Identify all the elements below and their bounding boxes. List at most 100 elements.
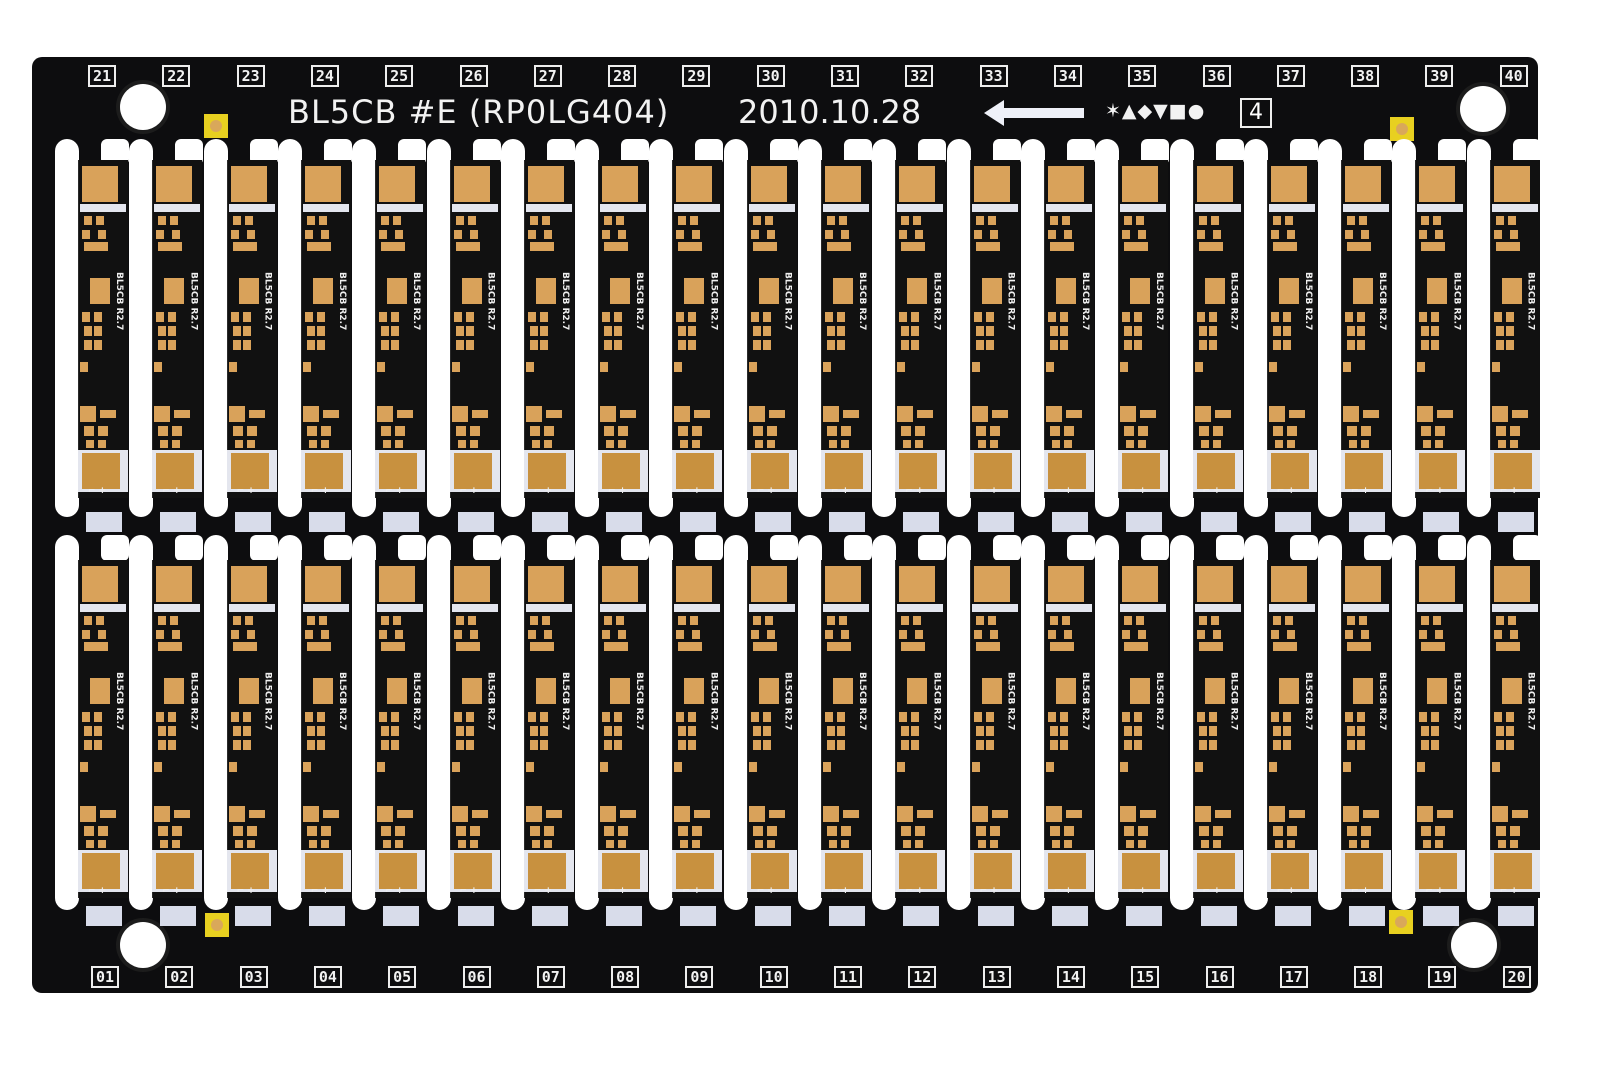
board-label: BL5CB R2.7 [931,672,942,731]
routing-slot [1318,535,1343,910]
copper-pad-small [232,642,241,651]
copper-pad-small [823,362,831,372]
copper-pad-small [1435,230,1444,239]
copper-pad-small [754,440,763,448]
copper-pad-small [766,230,775,239]
routing-notch [249,535,278,561]
copper-pad-small [612,642,621,651]
copper-pad-small [84,216,92,225]
copper-pad-top [304,566,341,602]
copper-pad-ic [1353,678,1374,704]
copper-pad-small [1065,810,1074,818]
copper-pad-small [999,810,1008,818]
copper-pad-ic [312,678,333,704]
board-number-label: 25 [385,65,414,87]
copper-pad-small [915,840,924,848]
copper-pad-small [539,340,548,350]
board-number-label: 30 [756,65,785,87]
copper-pad-small [1138,826,1149,836]
copper-pad-small [1286,440,1295,448]
board-number-label: 15 [1131,966,1160,988]
copper-pad-small [766,826,777,836]
copper-pad-small [1124,740,1133,750]
board-number-label: 38 [1351,65,1380,87]
copper-pad-small [1122,312,1131,322]
copper-pad-small [1343,806,1360,822]
copper-pad-small [1505,312,1514,322]
board-label: BL5CB R2.7 [1154,672,1165,731]
copper-battery-pad [1122,853,1161,889]
copper-pad-small [318,216,327,225]
copper-pad-small [457,840,466,848]
copper-pad-top [899,166,936,202]
copper-pad-small [975,726,984,736]
copper-battery-pad [453,853,492,889]
polarity-mark: ⌐ + [1202,486,1221,496]
copper-pad-small [322,410,331,418]
copper-pad-small [983,242,992,251]
copper-pad-small [1495,326,1504,336]
copper-pad-small [1417,362,1426,372]
copper-pad-ic [1055,678,1076,704]
copper-pad-small [160,440,169,448]
copper-pad-small [752,740,761,750]
copper-pad-top [1270,566,1307,602]
routing-slot [129,139,154,517]
copper-pad-small [232,740,241,750]
copper-pad-small [1363,242,1372,251]
copper-pad-small [381,426,392,436]
board-label: BL5CB R2.7 [1451,672,1462,731]
copper-pad-small [383,440,392,448]
copper-pad-small [1363,810,1372,818]
polarity-mark: ⌐ + [1425,886,1444,896]
copper-pad-small [901,642,910,651]
copper-pad-small [752,616,761,625]
copper-pad-small [899,230,908,239]
copper-pad-small [614,340,623,350]
copper-pad-small [316,726,325,736]
copper-pad-small [604,826,615,836]
copper-battery-pad [1196,853,1235,889]
copper-pad-top [1345,566,1382,602]
copper-pad-small [750,630,759,639]
routing-slot [1466,535,1491,910]
copper-pad-small [688,340,697,350]
copper-pad-small [1134,340,1143,350]
copper-pad-small [1194,762,1203,772]
copper-pad-small [1357,340,1366,350]
copper-pad-small [1361,840,1370,848]
copper-pad-small [1347,242,1356,251]
copper-pad-small [989,630,998,639]
copper-pad-small [674,362,683,372]
copper-pad-small [674,762,683,772]
board-label: BL5CB R2.7 [782,672,793,731]
copper-pad-small [837,740,845,750]
copper-battery-pad [527,853,566,889]
copper-pad-top [750,566,787,602]
copper-pad-small [1497,440,1506,448]
copper-pad-small [543,426,554,436]
copper-pad-small [1343,362,1352,372]
copper-battery-pad [1196,453,1235,489]
silkscreen-outline [1491,204,1538,212]
copper-pad-ic [1501,678,1522,704]
copper-pad-small [1061,216,1070,225]
copper-pad-small [377,806,394,822]
copper-pad-small [1208,712,1217,722]
breakaway-tab [977,512,1014,532]
copper-pad-small [92,642,100,651]
panel-title: BL5CB #E (RP0LG404) [288,93,670,131]
copper-pad-small [1511,242,1520,251]
breakaway-tab [1274,512,1311,532]
routing-slot [872,535,897,910]
copper-pad-small [539,312,548,322]
copper-battery-pad [1047,453,1086,489]
copper-pad-small [469,440,478,448]
board-label: BL5CB R2.7 [1302,672,1313,731]
copper-pad-small [158,242,167,251]
copper-pad-small [678,616,687,625]
copper-pad-small [897,762,906,772]
copper-pad-small [232,242,241,251]
copper-pad-small [84,826,94,836]
copper-pad-small [455,826,466,836]
